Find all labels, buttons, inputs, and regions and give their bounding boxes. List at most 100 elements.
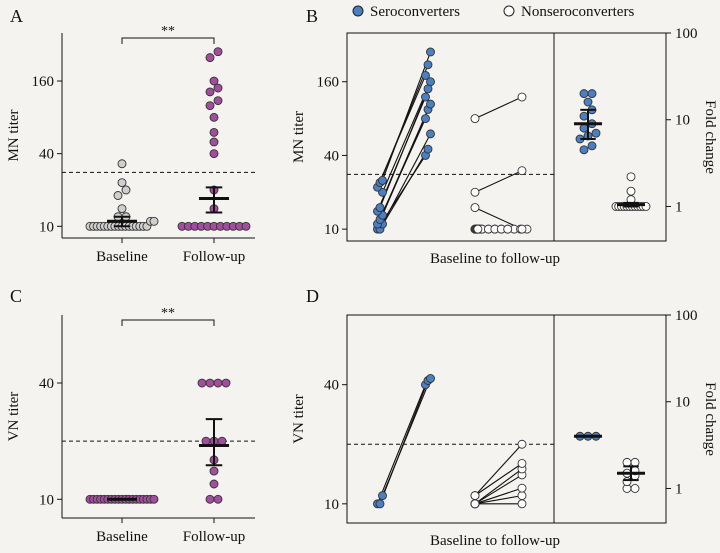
panel-d-fold-nonseroconverters-point-7 bbox=[630, 457, 640, 467]
panel-a-y-tick-label-1: 40 bbox=[39, 147, 54, 163]
panel-a-baseline-point-22 bbox=[113, 191, 123, 200]
legend-nonseroconverters-marker bbox=[503, 5, 515, 17]
panel-d-nonseroconverter-line-2 bbox=[474, 487, 523, 505]
panel-a-baseline-point-24 bbox=[117, 178, 127, 188]
panel-b-fold-seroconverters-point-11 bbox=[587, 89, 597, 99]
panel-label-b: B bbox=[306, 6, 318, 26]
panel-b-fold-seroconverters-point-7 bbox=[579, 111, 589, 121]
panel-b-fold-seroconverters-point-10 bbox=[579, 89, 589, 99]
panel-b-fold-axis-title: Fold change bbox=[702, 100, 718, 174]
panel-d-nonseroconverter-line-5 bbox=[474, 462, 523, 497]
panel-b-seroconverter-followup-point-1 bbox=[423, 144, 433, 154]
panel-b-nonseroconverter-followup-point-15 bbox=[517, 92, 527, 102]
panel-b-seroconverter-line-2 bbox=[382, 133, 431, 225]
panel-a-followup-point-13 bbox=[209, 149, 219, 159]
panel-c-followup-point-9 bbox=[205, 378, 215, 388]
panel-b-fold-tick-label-1: 10 bbox=[675, 113, 690, 129]
panel-c-followup-point-1 bbox=[213, 494, 223, 504]
panel-a-followup-point-23 bbox=[213, 47, 223, 57]
panel-c: 10 40 VN titer Baseline Follow-up ** bbox=[6, 306, 255, 545]
panel-a-followup-point-17 bbox=[205, 101, 215, 111]
panel-c-y-tick-label-0: 10 bbox=[39, 492, 54, 508]
panel-b-x-axis-title: Baseline to follow-up bbox=[430, 251, 560, 267]
panel-d-fold-tick-label-1: 10 bbox=[675, 395, 690, 411]
panel-b-y-tick-label-2: 160 bbox=[317, 75, 340, 91]
panel-c-significance-bracket bbox=[121, 319, 215, 326]
panel-b-seroconverter-line-7 bbox=[379, 88, 429, 208]
panel-d-seroconverter-baseline-point-2 bbox=[378, 491, 387, 501]
panel-b-seroconverter-baseline-point-7 bbox=[375, 203, 385, 213]
legend-seroconverters-marker bbox=[352, 5, 364, 17]
panel-b-seroconverter-followup-point-8 bbox=[426, 77, 435, 87]
panel-d-y-axis-title: VN titer bbox=[291, 394, 307, 444]
panel-d-nonseroconverter-line-4 bbox=[474, 468, 523, 505]
panel-d-fold-tick-label-0: 1 bbox=[675, 481, 683, 497]
panel-label-c: C bbox=[10, 286, 22, 306]
panel-b-seroconverter-followup-point-6 bbox=[421, 92, 430, 102]
panel-label-d: D bbox=[306, 286, 319, 306]
panel-c-y-axis-title: VN titer bbox=[6, 392, 22, 442]
panel-c-x-tick-label-1: Follow-up bbox=[183, 529, 246, 545]
panel-d: 10 40 VN titer Baseline to follow-up 1 10 100 F… bbox=[291, 308, 718, 549]
panel-b-fold-seroconverters-point-1 bbox=[587, 141, 597, 151]
panel-d-nonseroconverter-baseline-point-6 bbox=[470, 491, 480, 501]
panel-c-followup-point-11 bbox=[221, 378, 231, 388]
panel-d-fold-nonseroconverters-point-6 bbox=[622, 457, 632, 467]
panel-c-followup-point-5 bbox=[201, 436, 211, 446]
panel-b-fold-seroconverters-point-5 bbox=[579, 123, 589, 133]
panel-d-seroconverter-line-2 bbox=[381, 378, 432, 496]
panel-c-significance-label: ** bbox=[161, 306, 175, 321]
panel-c-followup-point-0 bbox=[205, 494, 215, 504]
panel-a-baseline-point-21 bbox=[117, 204, 127, 214]
panel-b-seroconverter-followup-point-10 bbox=[423, 60, 433, 70]
panel-b-seroconverter-followup-point-5 bbox=[426, 99, 435, 109]
panel-a-followup-point-10 bbox=[241, 221, 251, 231]
panel-b-nonseroconverter-baseline-point-14 bbox=[470, 187, 480, 197]
panel-c-y-tick-label-1: 40 bbox=[39, 376, 54, 392]
panel-b-fold-nonseroconverters-point-13 bbox=[626, 186, 636, 196]
panel-a-y-tick-label-2: 160 bbox=[32, 74, 55, 90]
panel-a-followup-point-19 bbox=[205, 87, 215, 97]
panel-a-followup-point-20 bbox=[213, 83, 223, 93]
panel-a-baseline-point-23 bbox=[121, 185, 131, 195]
panel-b-fold-seroconverters-point-9 bbox=[583, 97, 593, 107]
panel-b-fold-tick-label-0: 1 bbox=[675, 199, 683, 215]
panel-b-fold-seroconverters-point-0 bbox=[579, 145, 589, 155]
panel-d-nonseroconverter-baseline-point-4 bbox=[470, 499, 480, 509]
panel-b-seroconverter-followup-point-9 bbox=[421, 71, 430, 80]
panel-a-baseline-point-18 bbox=[149, 216, 159, 226]
panel-d-fold-nonseroconverters-point-2 bbox=[622, 477, 632, 487]
panel-d-nonseroconverter-followup-point-1 bbox=[517, 491, 527, 501]
panel-d-fold-axis-title: Fold change bbox=[702, 382, 718, 456]
panel-a: 10 40 160 MN titer Baseline Follow-up ** bbox=[6, 24, 255, 265]
panel-d-nonseroconverter-followup-point-5 bbox=[517, 458, 527, 468]
panel-a-followup-point-22 bbox=[205, 53, 215, 63]
panel-d-fold-nonseroconverters-point-1 bbox=[630, 484, 640, 493]
panel-d-seroconverter-line-0 bbox=[376, 384, 427, 505]
panel-d-nonseroconverter-followup-point-6 bbox=[517, 439, 527, 449]
legend: Seroconverters Nonseroconverters bbox=[352, 4, 634, 20]
panel-b-nonseroconverter-followup-point-13 bbox=[517, 224, 527, 234]
panel-b-fold-seroconverters-point-4 bbox=[591, 128, 601, 138]
panel-c-followup-point-7 bbox=[217, 436, 227, 446]
panel-b-seroconverter-line-1 bbox=[379, 148, 429, 230]
panel-b-nonseroconverter-baseline-point-13 bbox=[470, 203, 480, 213]
panel-c-x-tick-label-0: Baseline bbox=[96, 529, 148, 545]
panel-a-followup-point-14 bbox=[209, 137, 219, 147]
panel-c-followup-point-2 bbox=[209, 479, 219, 489]
panel-b-seroconverter-line-5 bbox=[381, 103, 432, 216]
panel-b-nonseroconverter-line-14 bbox=[474, 170, 523, 193]
panel-d-nonseroconverter-line-3 bbox=[474, 474, 523, 505]
panel-b-frame bbox=[346, 32, 667, 242]
panel-a-followup-point-15 bbox=[209, 127, 219, 137]
panel-d-y-tick-label-0: 10 bbox=[324, 497, 339, 513]
panel-b-seroconverter-followup-point-11 bbox=[426, 47, 435, 57]
panel-b-y-axis-title: MN titer bbox=[291, 111, 307, 163]
panel-d-seroconverter-baseline-point-1 bbox=[375, 499, 385, 509]
panel-b-seroconverter-followup-point-2 bbox=[426, 129, 435, 139]
panel-b-seroconverter-followup-point-3 bbox=[421, 114, 430, 124]
panel-a-y-axis-title: MN titer bbox=[6, 109, 22, 161]
panel-d-seroconverter-followup-point-2 bbox=[426, 374, 435, 383]
panel-a-y-tick-label-0: 10 bbox=[39, 219, 54, 235]
